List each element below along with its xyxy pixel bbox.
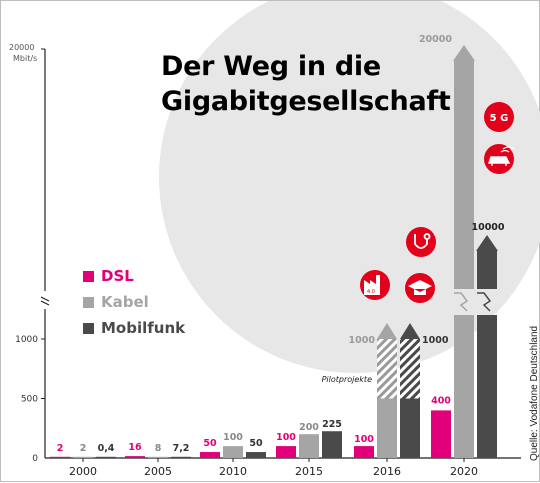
x-tick-label-2000: 2000 <box>69 465 97 478</box>
x-tick-label-2020: 2020 <box>450 465 478 478</box>
stethoscope-icon-shape <box>414 233 431 249</box>
value-label-kabel-2005: 8 <box>155 443 162 454</box>
value-label-mobilfunk-2015: 225 <box>322 419 342 430</box>
source-note: Quelle: Vodafone Deutschland <box>529 325 540 461</box>
stethoscope-icon <box>406 227 436 257</box>
bar-kabel-2016 <box>377 398 397 458</box>
y-axis-break <box>40 296 50 306</box>
background-circle <box>159 1 540 373</box>
value-label-dsl-2000: 2 <box>57 443 64 454</box>
factory-icon-text: 4.0 <box>367 289 375 295</box>
bar-dsl-2010 <box>200 452 220 458</box>
value-label-dsl-2020: 400 <box>431 395 451 406</box>
bar-mobilfunk-2016 <box>400 398 420 458</box>
bar-dsl-2015 <box>276 446 296 458</box>
value-label-dsl-2005: 16 <box>128 442 142 453</box>
bar-kabel-2016-pilot <box>377 339 397 399</box>
chart-title-line1: Der Weg in die <box>161 51 381 82</box>
legend-item-mobilfunk: Mobilfunk <box>83 315 185 341</box>
bar-kabel-2016-arrow <box>377 323 397 339</box>
value-label-kabel-2010: 100 <box>223 432 243 443</box>
legend-swatch-dsl <box>83 270 94 282</box>
bar-kabel-2020-upper <box>454 61 474 289</box>
bar-mobilfunk-2020-break <box>477 292 492 312</box>
x-tick-label-2005: 2005 <box>144 465 172 478</box>
pilot-projects-label: Pilotprojekte <box>322 375 372 384</box>
legend-label-dsl: DSL <box>101 267 134 285</box>
5g-badge-text: 5 G <box>490 113 509 124</box>
value-label-mobilfunk-2005: 7,2 <box>173 443 190 454</box>
x-tick-label-2016: 2016 <box>373 465 401 478</box>
value-label-dsl-2015: 100 <box>276 432 296 443</box>
legend-item-kabel: Kabel <box>83 289 185 315</box>
bar-kabel-2020-break <box>454 292 469 312</box>
bar-kabel-2015 <box>299 434 319 458</box>
bar-dsl-2016 <box>354 446 374 458</box>
value-label-kabel-2016: 1000 <box>349 335 376 346</box>
legend-label-mobilfunk: Mobilfunk <box>101 319 186 337</box>
y-tick-label-0: 0 <box>32 454 38 464</box>
bar-mobilfunk-2010 <box>246 452 266 458</box>
value-label-kabel-2000: 2 <box>80 443 87 454</box>
x-tick-label-2010: 2010 <box>219 465 247 478</box>
y-tick-20000: 20000 <box>9 43 35 52</box>
value-label-dsl-2016: 100 <box>354 434 374 445</box>
bar-mobilfunk-2016-arrow <box>400 323 420 339</box>
y-unit-label: Mbit/s <box>13 54 38 63</box>
value-label-mobilfunk-2010: 50 <box>249 438 263 449</box>
bar-kabel-2020-arrow <box>453 45 475 61</box>
bar-kabel-2010 <box>223 446 243 458</box>
bar-kabel-2000 <box>73 456 93 458</box>
bar-kabel-2020-lower <box>454 315 474 458</box>
value-label-mobilfunk-2020: 10000 <box>471 222 504 233</box>
5g-badge <box>484 102 514 132</box>
bar-mobilfunk-2000 <box>96 456 116 458</box>
chart-title-line2: Gigabitgesellschaft <box>161 86 451 117</box>
value-label-kabel-2015: 200 <box>299 422 319 433</box>
bar-mobilfunk-2005 <box>171 456 191 458</box>
bar-dsl-2020 <box>431 410 451 458</box>
value-label-mobilfunk-2016: 1000 <box>422 335 449 346</box>
bar-mobilfunk-2015 <box>322 431 342 458</box>
bar-dsl-2005 <box>125 456 145 458</box>
bar-mobilfunk-2020-upper <box>477 251 497 289</box>
factory-icon-shape <box>364 275 380 295</box>
bar-mobilfunk-2020-arrow <box>476 235 498 251</box>
legend-item-dsl: DSL <box>83 263 185 289</box>
legend-label-kabel: Kabel <box>101 293 149 311</box>
value-label-dsl-2010: 50 <box>203 438 217 449</box>
graduation-cap-icon-shape <box>408 280 432 295</box>
bar-kabel-2005 <box>148 456 168 458</box>
value-label-kabel-2020: 20000 <box>419 34 452 45</box>
car-icon-shape <box>488 156 511 166</box>
legend-swatch-kabel <box>83 296 94 308</box>
value-label-mobilfunk-2000: 0,4 <box>98 443 115 454</box>
chart-title: Der Weg in die Gigabitgesellschaft <box>161 49 451 119</box>
legend-swatch-mobilfunk <box>83 322 94 334</box>
x-tick-label-2015: 2015 <box>295 465 323 478</box>
bar-mobilfunk-2020-lower <box>477 315 497 458</box>
y-tick-label-1000: 1000 <box>15 335 38 345</box>
legend: DSL Kabel Mobilfunk <box>83 263 185 341</box>
y-tick-label-500: 500 <box>21 395 38 405</box>
bar-dsl-2000 <box>50 456 70 458</box>
bar-mobilfunk-2016-pilot <box>400 339 420 399</box>
car-icon-signal <box>500 146 515 153</box>
